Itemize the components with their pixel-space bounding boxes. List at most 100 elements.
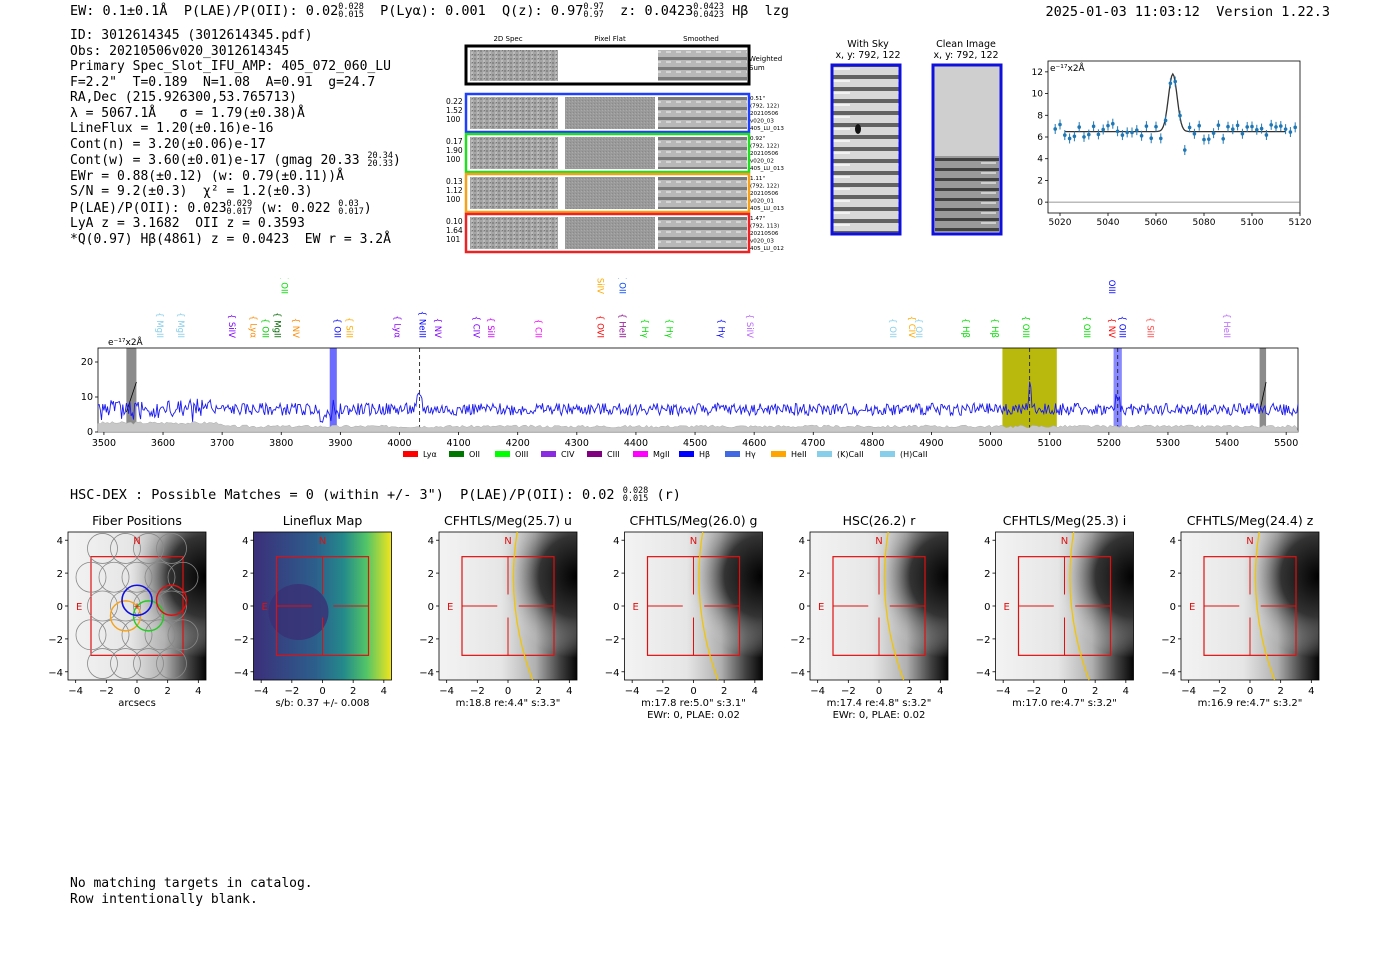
panel-caption: m:17.4 re:4.8" s:3.2" [827, 698, 932, 709]
aperture-arc [698, 531, 719, 681]
emission-line-label: { HeII [1221, 313, 1231, 338]
legend-swatch [449, 451, 464, 457]
image-panel: Lineflux Map N E −4 4 −2 2 0 0 2 −2 4 −4 s/b: 0.37 +/… [234, 513, 392, 709]
east-label: E [1004, 602, 1010, 613]
fiber-circle [87, 590, 118, 622]
fit-point [1091, 124, 1096, 129]
fit-point [1077, 125, 1081, 129]
legend-label: HeII [791, 450, 807, 459]
fiber-highlight [155, 584, 188, 616]
panel-xtick-label: −4 [439, 686, 454, 697]
hsc-dex-matches: HSC-DEX : Possible Matches = 0 (within +… [70, 487, 681, 504]
fit-point [1264, 133, 1269, 137]
imaging-panels: Fiber Positions + N E −4 4 −2 2 0 0 2 −2 4 −4 arcsecs L… [48, 513, 1320, 721]
panel-xtick-label: −4 [254, 686, 269, 697]
spec2d-row-meta: v020_02 [750, 159, 774, 165]
smoothed-cell [658, 97, 747, 129]
legend-label: (H)CaII [900, 450, 927, 459]
spectrum-xtick-label: 4200 [506, 438, 530, 449]
fit-xtick-label: 5060 [1145, 218, 1168, 228]
spectrum-error-series [97, 421, 1299, 433]
search-box [90, 556, 184, 656]
contw-lo: 20.33 [367, 159, 394, 169]
east-label: E [262, 602, 268, 613]
galaxy-glow [995, 532, 1134, 680]
panel-ytick-label: −2 [419, 635, 434, 646]
galaxy-glow [624, 532, 763, 680]
fiber-circle [98, 619, 130, 651]
panel-xtick-label: 2 [906, 686, 912, 697]
panel-ytick-label: 2 [428, 569, 434, 580]
fit-point [1211, 131, 1216, 135]
panel-ytick-label: 2 [57, 569, 63, 580]
emission-line-label: { HeII [616, 313, 626, 338]
panel-caption: m:17.0 re:4.7" s:3.2" [1012, 698, 1117, 709]
panel-xtick-label: −2 [1026, 686, 1041, 697]
fit-point [1154, 124, 1158, 129]
info-primary: Primary Spec_Slot_IFU_AMP: 405_072_060_L… [70, 59, 391, 74]
spectrum-xtick-label: 3700 [210, 438, 234, 449]
spec2d-cell [470, 97, 558, 129]
panel-ytick-label: 0 [428, 602, 434, 613]
panel-ytick-label: −4 [234, 668, 249, 679]
fiber-circle [87, 533, 118, 564]
spec2d-row-meta: 1.47" [750, 216, 765, 222]
fit-point [1053, 127, 1057, 131]
with-sky-blob [855, 124, 861, 134]
spec2d-row-meta: 405_LU_013 [750, 126, 784, 132]
emission-line-label: { OIII [1106, 278, 1116, 294]
col-header-pixelflat: Pixel Flat [594, 35, 626, 43]
z-value: z: 0.0423 [620, 3, 694, 19]
info-contw: Cont(w) = 3.60(±0.01)e-17 (gmag 20.33 20… [70, 151, 401, 169]
north-label: N [319, 536, 326, 547]
fit-point [1221, 136, 1225, 141]
fit-point [1255, 127, 1259, 132]
legend-label: OIII [515, 450, 528, 459]
version: Version 1.22.3 [1216, 4, 1330, 20]
panel-ytick-label: 0 [1170, 602, 1176, 613]
spec2d-cell [470, 137, 558, 169]
panel-caption-2: EWr: 0, PLAE: 0.02 [647, 710, 740, 721]
fit-point [1067, 136, 1072, 141]
plya-value: P(Lyα): 0.001 [380, 3, 486, 19]
fit-ylabel: e⁻¹⁷x2Å [1050, 62, 1086, 74]
legend-label: Hγ [745, 450, 756, 459]
line-name: Hβ [732, 3, 749, 19]
summary-line: EW: 0.1±0.1Å P(LAE)/P(OII): 0.02 0.028 0.0… [70, 3, 789, 20]
fit-point [1159, 136, 1163, 141]
panel-xtick-label: 0 [505, 686, 511, 697]
panel-xtick-label: 2 [1277, 686, 1283, 697]
panel-ytick-label: 2 [984, 569, 990, 580]
fit-point [1163, 118, 1168, 123]
fit-point [1288, 130, 1293, 134]
spec2d-row-stat: 100 [446, 115, 461, 124]
fit-point [1269, 123, 1273, 127]
image-panel: Fiber Positions + N E −4 4 −2 2 0 0 2 −2 4 −4 arcsecs [48, 513, 207, 709]
center-marker: + [133, 602, 141, 612]
spec2d-row-meta: 20210506 [750, 151, 779, 157]
spec2d-row-stat: 0.17 [446, 137, 463, 146]
east-label: E [447, 602, 453, 613]
fit-point [1139, 133, 1144, 138]
panel-ytick-label: −4 [1161, 668, 1176, 679]
fit-point [1274, 125, 1278, 129]
legend-label: Lyα [423, 450, 437, 459]
footer-line2: Row intentionally blank. [70, 891, 258, 907]
fit-point [1111, 121, 1115, 126]
north-label: N [133, 536, 140, 547]
image-panel-title: HSC(26.2) r [843, 513, 917, 528]
fit-ytick-label: 10 [1032, 90, 1044, 100]
north-label: N [1246, 536, 1253, 547]
panel-xtick-label: 0 [319, 686, 325, 697]
image-panel-title: CFHTLS/Meg(24.4) z [1187, 513, 1314, 528]
spectrum-xtick-label: 4600 [742, 438, 766, 449]
panel-caption: m:16.9 re:4.7" s:3.2" [1198, 698, 1303, 709]
with-sky-image [830, 63, 902, 236]
image-panel: CFHTLS/Meg(24.4) zNE−44−22002−24−4m:16.9… [1161, 513, 1320, 709]
plae2-w-hi: 0.03 [338, 198, 359, 209]
spec2d-row-meta: 0.51" [750, 96, 765, 102]
panel-xtick-label: 0 [876, 686, 882, 697]
image-panel-title: CFHTLS/Meg(26.0) g [630, 513, 758, 528]
